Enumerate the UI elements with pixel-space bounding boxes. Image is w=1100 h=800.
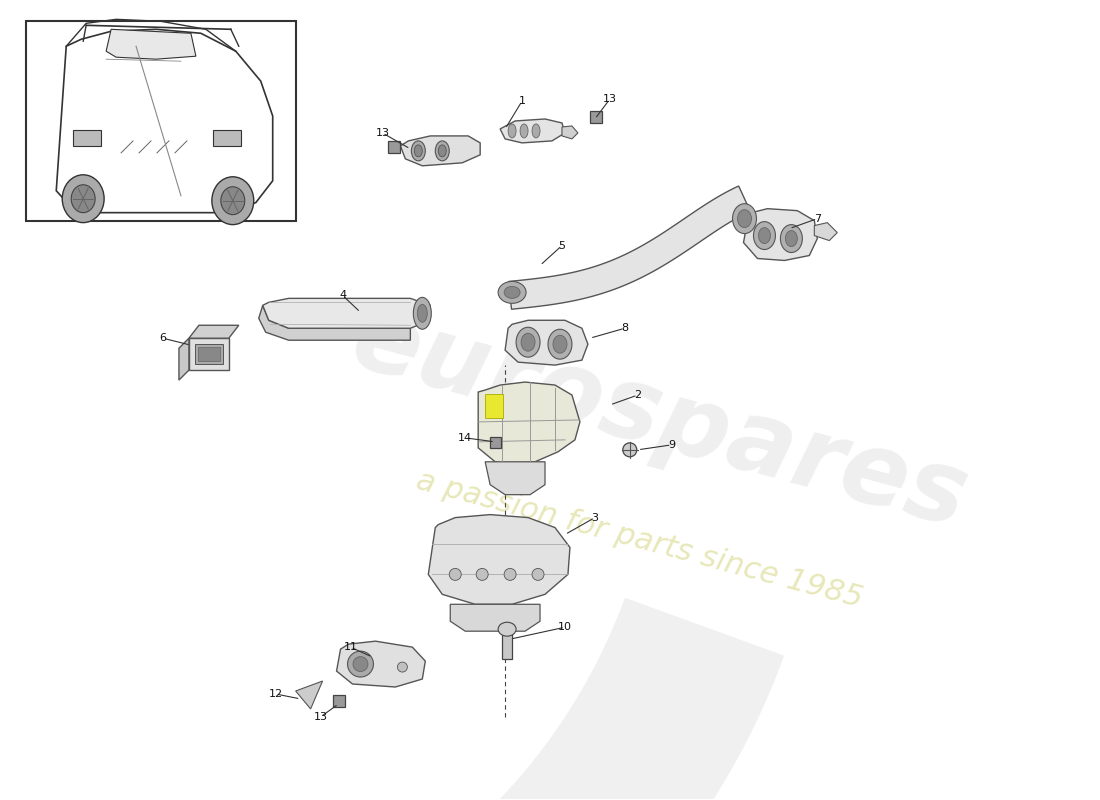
Text: 13: 13 — [603, 94, 617, 104]
Polygon shape — [400, 136, 481, 166]
Bar — [195, 344, 223, 364]
Ellipse shape — [221, 186, 245, 214]
Text: 4: 4 — [339, 290, 346, 300]
Ellipse shape — [415, 145, 422, 157]
Polygon shape — [508, 186, 750, 310]
Text: a passion for parts since 1985: a passion for parts since 1985 — [414, 466, 866, 613]
Ellipse shape — [449, 569, 461, 580]
Ellipse shape — [411, 141, 426, 161]
Polygon shape — [428, 514, 570, 604]
Bar — [485, 394, 503, 418]
Polygon shape — [478, 382, 580, 465]
Polygon shape — [450, 604, 540, 631]
Ellipse shape — [417, 304, 427, 322]
Ellipse shape — [737, 210, 751, 228]
Polygon shape — [337, 641, 426, 687]
Ellipse shape — [754, 222, 776, 250]
Text: 5: 5 — [559, 241, 565, 250]
Ellipse shape — [63, 174, 104, 222]
Ellipse shape — [348, 651, 373, 677]
Ellipse shape — [532, 569, 544, 580]
Ellipse shape — [498, 282, 526, 303]
Ellipse shape — [438, 145, 447, 157]
Ellipse shape — [436, 141, 449, 161]
Ellipse shape — [521, 334, 535, 351]
Text: 12: 12 — [268, 689, 283, 699]
Text: 14: 14 — [459, 433, 472, 443]
Bar — [332, 695, 344, 707]
Polygon shape — [744, 209, 817, 261]
Text: eurospares: eurospares — [342, 291, 978, 549]
Ellipse shape — [553, 335, 566, 353]
Text: 10: 10 — [558, 622, 572, 632]
Polygon shape — [485, 462, 544, 494]
Text: 13: 13 — [375, 128, 389, 138]
Text: 2: 2 — [635, 390, 641, 400]
Ellipse shape — [414, 298, 431, 330]
Bar — [213, 130, 241, 146]
Bar — [198, 347, 220, 361]
Polygon shape — [263, 298, 430, 328]
Text: 7: 7 — [814, 214, 821, 224]
Polygon shape — [189, 338, 229, 370]
Ellipse shape — [548, 330, 572, 359]
Bar — [502, 631, 513, 659]
Ellipse shape — [508, 124, 516, 138]
Bar — [74, 130, 101, 146]
Polygon shape — [189, 326, 239, 338]
Polygon shape — [258, 306, 410, 340]
Text: 8: 8 — [621, 323, 628, 334]
Polygon shape — [0, 598, 784, 800]
Text: 13: 13 — [314, 712, 328, 722]
Text: 11: 11 — [343, 642, 358, 652]
Polygon shape — [179, 338, 189, 380]
Ellipse shape — [733, 204, 757, 234]
Ellipse shape — [623, 443, 637, 457]
Text: 3: 3 — [592, 513, 598, 522]
Polygon shape — [500, 119, 565, 143]
Ellipse shape — [759, 228, 770, 243]
Ellipse shape — [212, 177, 254, 225]
Ellipse shape — [476, 569, 488, 580]
Ellipse shape — [532, 124, 540, 138]
Bar — [590, 111, 602, 123]
Ellipse shape — [72, 185, 96, 213]
Ellipse shape — [397, 662, 407, 672]
Polygon shape — [56, 30, 273, 213]
Polygon shape — [562, 126, 578, 139]
Ellipse shape — [780, 225, 802, 253]
Ellipse shape — [516, 327, 540, 357]
Polygon shape — [106, 30, 196, 59]
Ellipse shape — [353, 657, 369, 671]
Bar — [26, 22, 296, 221]
Polygon shape — [505, 320, 587, 365]
Ellipse shape — [504, 286, 520, 298]
Polygon shape — [296, 681, 322, 709]
Ellipse shape — [504, 569, 516, 580]
Ellipse shape — [498, 622, 516, 636]
Polygon shape — [814, 222, 837, 241]
Text: 1: 1 — [518, 96, 526, 106]
Text: 9: 9 — [668, 440, 675, 450]
Bar — [491, 437, 502, 448]
Ellipse shape — [520, 124, 528, 138]
Bar — [388, 141, 400, 153]
Ellipse shape — [785, 230, 798, 246]
Text: 6: 6 — [160, 334, 166, 343]
